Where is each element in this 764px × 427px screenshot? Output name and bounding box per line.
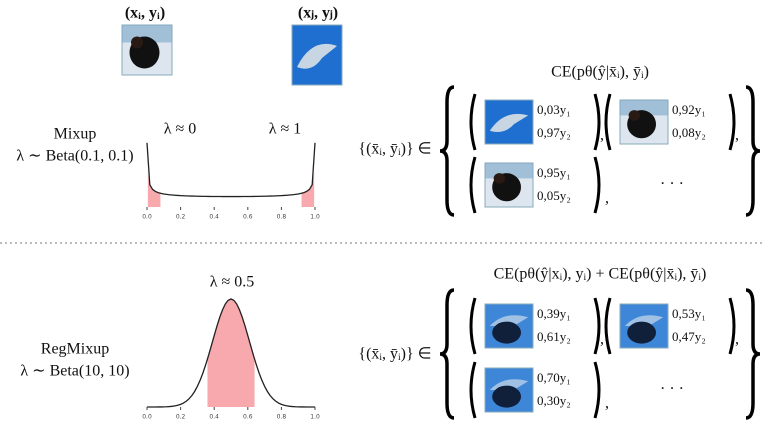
tick-label: 1.0 xyxy=(310,214,320,221)
pair-i-label: (xᵢ, yᵢ) xyxy=(125,5,165,22)
brace xyxy=(440,87,454,215)
weight: 0,61y₂ xyxy=(537,329,571,344)
tick-label: 0.8 xyxy=(277,214,287,221)
dog xyxy=(492,386,521,408)
paren xyxy=(730,94,734,150)
paren xyxy=(471,157,475,213)
separator: , xyxy=(735,331,739,348)
loss: CE(pθ(ŷ|xᵢ), yᵢ) + CE(pθ(ŷ|x̄ᵢ), ȳᵢ) xyxy=(494,266,707,283)
tick-label: 0.6 xyxy=(243,214,253,221)
dog xyxy=(492,322,521,344)
paren xyxy=(606,298,610,354)
paren xyxy=(595,157,599,213)
brace xyxy=(746,290,760,418)
dog-head xyxy=(494,173,506,184)
density-curve xyxy=(147,143,315,197)
weight: 0,97y₂ xyxy=(537,125,571,140)
thumbnail xyxy=(620,304,668,348)
paren xyxy=(471,298,475,354)
set-expr: {(x̄ᵢ, ȳᵢ)} ∈ xyxy=(358,141,431,158)
weight: 0,47y₂ xyxy=(672,329,706,344)
pair-j-label: (xⱼ, yⱼ) xyxy=(298,5,338,22)
weight: 0,53y₁ xyxy=(672,306,706,321)
paren xyxy=(595,362,599,418)
paren xyxy=(606,94,610,150)
tick-label: 0.0 xyxy=(142,414,152,421)
separator: , xyxy=(600,331,604,348)
ellipsis: · · · xyxy=(660,176,684,193)
thumbnail xyxy=(485,100,533,144)
paren xyxy=(471,362,475,418)
tick-label: 0.6 xyxy=(243,414,253,421)
brace xyxy=(440,290,454,418)
prior: λ ∼ Beta(10, 10) xyxy=(20,363,129,380)
weight: 0,08y₂ xyxy=(672,125,706,140)
weight: 0,30y₂ xyxy=(537,393,571,408)
prior: λ ∼ Beta(0.1, 0.1) xyxy=(16,148,133,165)
method-name: RegMixup xyxy=(41,341,109,358)
tick-label: 0.4 xyxy=(209,414,219,421)
tick-label: 0.0 xyxy=(142,214,152,221)
ellipsis: · · · xyxy=(660,381,684,398)
tick-label: 0.4 xyxy=(209,214,219,221)
separator: , xyxy=(605,395,609,412)
thumbnail xyxy=(485,304,533,348)
brace xyxy=(746,87,760,215)
separator: , xyxy=(600,127,604,144)
weight: 0,95y₁ xyxy=(537,165,571,180)
weight: 0,39y₁ xyxy=(537,306,571,321)
weight: 0,70y₁ xyxy=(537,370,571,385)
paren xyxy=(595,94,599,150)
dog xyxy=(627,322,656,344)
separator: , xyxy=(735,127,739,144)
thumbnail xyxy=(292,25,342,85)
annotation: λ ≈ 1 xyxy=(269,121,302,138)
method-name: Mixup xyxy=(54,126,97,143)
tick-label: 0.8 xyxy=(277,414,287,421)
weight: 0,05y₂ xyxy=(537,188,571,203)
annotation: λ ≈ 0.5 xyxy=(210,274,255,291)
weight: 0,03y₁ xyxy=(537,102,571,117)
thumbnail xyxy=(620,100,668,144)
set-expr: {(x̄ᵢ, ȳᵢ)} ∈ xyxy=(358,346,431,363)
figure: (xᵢ, yᵢ) (xⱼ, yⱼ) Mixup λ ∼ Beta(0.1, 0.… xyxy=(0,0,764,427)
thumbnail xyxy=(485,163,533,207)
tick-label: 0.2 xyxy=(176,214,186,221)
tick-label: 0.2 xyxy=(176,414,186,421)
annotation: λ ≈ 0 xyxy=(164,121,197,138)
separator: , xyxy=(605,190,609,207)
loss: CE(pθ(ŷ|x̄ᵢ), ȳᵢ) xyxy=(551,64,649,81)
paren xyxy=(730,298,734,354)
dog-head xyxy=(629,110,641,121)
weight: 0,92y₁ xyxy=(672,102,706,117)
thumbnail xyxy=(122,25,172,75)
tick-label: 1.0 xyxy=(310,414,320,421)
thumbnail xyxy=(485,368,533,412)
shaded-region xyxy=(207,299,254,407)
paren xyxy=(471,94,475,150)
paren xyxy=(595,298,599,354)
dog-head xyxy=(131,37,143,49)
